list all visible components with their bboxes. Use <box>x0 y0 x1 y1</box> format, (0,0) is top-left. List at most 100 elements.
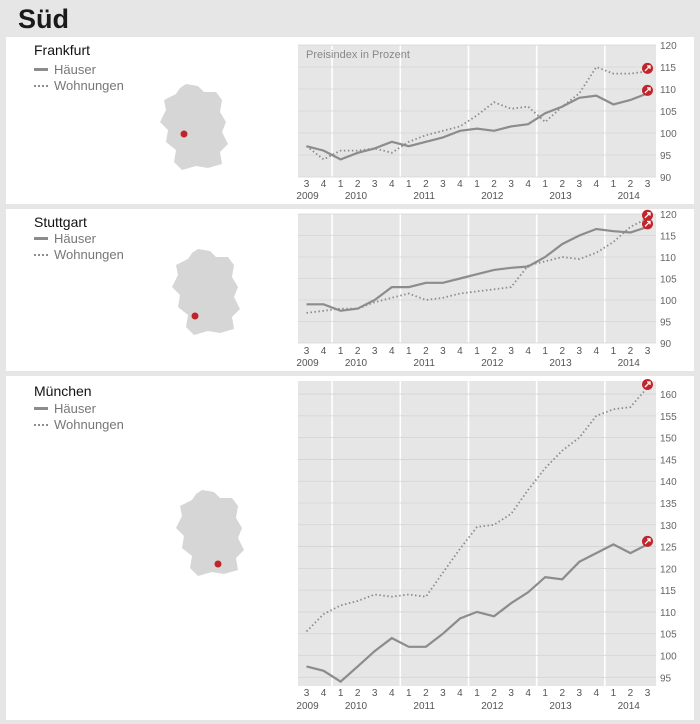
trend-arrow <box>644 65 651 72</box>
x-tick-label: 2 <box>491 346 497 357</box>
legend-apartments: Wohnungen <box>34 78 124 93</box>
x-tick-label: 3 <box>577 179 583 190</box>
x-tick-label: 1 <box>406 688 412 699</box>
year-label: 2014 <box>618 191 641 202</box>
y-tick-label: 105 <box>660 275 677 286</box>
x-tick-label: 3 <box>440 346 446 357</box>
legend-apartments-label: Wohnungen <box>54 247 124 262</box>
x-tick-label: 4 <box>321 346 327 357</box>
y-tick-label: 125 <box>660 543 677 554</box>
series-line-houses <box>306 543 648 683</box>
legend-apartments-label: Wohnungen <box>54 417 124 432</box>
y-tick-label: 95 <box>660 673 672 684</box>
x-tick-label: 1 <box>338 688 344 699</box>
x-tick-label: 2 <box>491 688 497 699</box>
x-tick-label: 1 <box>406 179 412 190</box>
x-tick-label: 1 <box>338 346 344 357</box>
germany-map-icon <box>176 490 244 576</box>
series-line-apartments <box>305 65 648 161</box>
x-tick-label: 2 <box>628 179 634 190</box>
year-label: 2012 <box>481 191 504 202</box>
card-stuttgart: Stuttgart Häuser Wohnungen 90 95 100 105 110… <box>6 209 694 371</box>
year-label: 2014 <box>618 358 641 369</box>
x-tick-label: 2 <box>423 688 429 699</box>
x-tick-label: 3 <box>304 346 310 357</box>
year-label: 2011 <box>413 191 435 202</box>
year-label: 2011 <box>413 358 435 369</box>
legend-houses: Häuser <box>34 62 96 77</box>
trend-up-arrow-icon <box>642 535 653 547</box>
y-tick-label: 130 <box>660 521 677 532</box>
card-frankfurt: Frankfurt Häuser Wohnungen 90 95 100 105 110… <box>6 37 694 204</box>
x-tick-label: 3 <box>645 346 651 357</box>
legend-apartments: Wohnungen <box>34 417 124 432</box>
legend-dotted-swatch <box>34 253 48 256</box>
x-tick-label: 4 <box>457 688 463 699</box>
card-muenchen: München Häuser Wohnungen 95 100 105 110 115 1… <box>6 376 694 720</box>
x-tick-label: 4 <box>457 179 463 190</box>
series-line-houses <box>306 225 648 312</box>
trend-up-arrow-icon <box>642 209 653 221</box>
y-tick-label: 110 <box>660 253 676 264</box>
legend-apartments-label: Wohnungen <box>54 78 124 93</box>
trend-arrow <box>644 538 651 545</box>
x-tick-label: 4 <box>457 346 463 357</box>
y-tick-label: 95 <box>660 151 672 162</box>
legend-houses-label: Häuser <box>54 231 96 246</box>
x-tick-label: 4 <box>321 179 327 190</box>
legend-houses: Häuser <box>34 231 96 246</box>
year-label: 2010 <box>345 191 368 202</box>
x-tick-label: 1 <box>406 346 412 357</box>
y-tick-label: 115 <box>660 586 676 597</box>
y-tick-label: 115 <box>660 232 676 243</box>
x-tick-label: 2 <box>559 179 565 190</box>
year-label: 2012 <box>481 358 504 369</box>
year-label: 2009 <box>296 191 319 202</box>
x-tick-label: 2 <box>559 688 565 699</box>
y-tick-label: 135 <box>660 499 677 510</box>
x-tick-label: 2 <box>628 688 634 699</box>
x-tick-label: 4 <box>594 688 600 699</box>
legend-dotted-swatch <box>34 84 48 87</box>
y-tick-label: 160 <box>660 390 677 401</box>
legend-apartments: Wohnungen <box>34 247 124 262</box>
x-tick-label: 4 <box>389 179 395 190</box>
x-tick-label: 2 <box>559 346 565 357</box>
x-tick-label: 2 <box>355 346 361 357</box>
y-tick-label: 115 <box>660 63 676 74</box>
legend-houses-label: Häuser <box>54 401 96 416</box>
x-tick-label: 2 <box>423 346 429 357</box>
year-label: 2009 <box>296 701 319 712</box>
x-tick-label: 3 <box>577 346 583 357</box>
x-tick-label: 4 <box>594 346 600 357</box>
x-tick-label: 3 <box>645 179 651 190</box>
x-tick-label: 4 <box>389 688 395 699</box>
y-tick-label: 110 <box>660 608 676 619</box>
trend-up-arrow-icon <box>642 84 653 96</box>
x-tick-label: 1 <box>474 688 480 699</box>
x-tick-label: 1 <box>611 179 617 190</box>
x-tick-label: 1 <box>474 179 480 190</box>
trend-up-arrow-icon <box>642 379 653 390</box>
chart-annotation: Preisindex in Prozent <box>306 49 410 61</box>
y-tick-label: 100 <box>660 652 677 663</box>
x-tick-label: 1 <box>474 346 480 357</box>
region-title: Süd <box>18 4 69 34</box>
chart-muenchen: 95 100 105 110 115 120 125 130 135 140 145 150 155 16… <box>296 379 677 712</box>
x-tick-label: 3 <box>372 179 378 190</box>
x-tick-label: 3 <box>508 346 514 357</box>
year-label: 2010 <box>345 701 368 712</box>
year-label: 2009 <box>296 358 319 369</box>
y-tick-label: 90 <box>660 173 672 184</box>
x-tick-label: 2 <box>355 179 361 190</box>
legend-houses: Häuser <box>34 401 96 416</box>
year-label: 2012 <box>481 701 504 712</box>
x-tick-label: 2 <box>491 179 497 190</box>
x-tick-label: 1 <box>611 688 617 699</box>
y-tick-label: 155 <box>660 412 677 423</box>
y-tick-label: 100 <box>660 129 677 140</box>
y-tick-label: 100 <box>660 296 677 307</box>
trend-arrow <box>644 381 651 388</box>
x-tick-label: 1 <box>338 179 344 190</box>
germany-map-icon <box>172 249 240 335</box>
